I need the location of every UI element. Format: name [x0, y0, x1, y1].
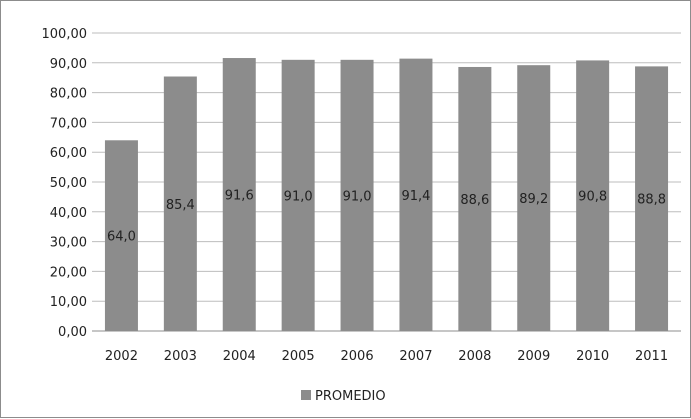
legend-swatch-promedio [301, 390, 311, 400]
x-tick-label-2006: 2006 [341, 349, 374, 364]
bar-2008 [458, 66, 492, 332]
bar-2011 [635, 66, 669, 331]
bar-2010 [576, 60, 610, 331]
bar-2002 [104, 140, 138, 331]
data-label-2005: 91,0 [284, 189, 313, 204]
bar-2009 [517, 65, 551, 332]
x-tick-label-2004: 2004 [223, 349, 256, 364]
x-tick-label-2010: 2010 [576, 349, 609, 364]
data-label-2011: 88,8 [637, 193, 666, 208]
y-tick-label: 30,00 [50, 236, 87, 251]
data-label-2007: 91,4 [401, 189, 430, 204]
data-label-2002: 64,0 [107, 230, 136, 245]
x-tick-label-2007: 2007 [399, 349, 432, 364]
x-tick-label-2005: 2005 [282, 349, 315, 364]
data-label-2004: 91,6 [225, 189, 254, 204]
bar-2004 [222, 58, 256, 331]
x-axis-ticks: 2002 2003 2004 2005 2006 2007 2008 2009 2010 2011 [105, 349, 668, 364]
legend: PROMEDIO [301, 389, 386, 404]
x-tick-label-2003: 2003 [164, 349, 197, 364]
y-tick-label: 100,00 [42, 27, 88, 42]
data-label-2009: 89,2 [519, 192, 548, 207]
x-tick-label-2008: 2008 [458, 349, 491, 364]
legend-label-promedio: PROMEDIO [315, 389, 386, 404]
data-labels: 64,0 85,4 91,6 91,0 91,0 91,4 88,6 89,2 90,8 88,8 [107, 189, 666, 245]
y-tick-label: 90,00 [50, 57, 87, 72]
bars [104, 58, 669, 332]
data-label-2003: 85,4 [166, 198, 195, 213]
data-label-2010: 90,8 [578, 190, 607, 205]
y-tick-label: 10,00 [50, 295, 87, 310]
bar-2005 [281, 59, 315, 331]
data-label-2008: 88,6 [460, 193, 489, 208]
y-tick-label: 40,00 [50, 206, 87, 221]
y-tick-label: 70,00 [50, 116, 87, 131]
x-tick-label-2009: 2009 [517, 349, 550, 364]
y-tick-label: 60,00 [50, 146, 87, 161]
y-tick-label: 0,00 [58, 325, 87, 340]
x-tick-label-2002: 2002 [105, 349, 138, 364]
y-tick-label: 20,00 [50, 265, 87, 280]
y-axis-ticks: 0,00 10,00 20,00 30,00 40,00 50,00 60,00 70,00 8… [42, 27, 88, 340]
bar-2003 [163, 76, 197, 332]
x-tick-label-2011: 2011 [635, 349, 668, 364]
bar-2006 [340, 59, 374, 331]
bar-2007 [399, 58, 433, 332]
y-tick-label: 50,00 [50, 176, 87, 191]
y-tick-label: 80,00 [50, 87, 87, 102]
data-label-2006: 91,0 [343, 189, 372, 204]
